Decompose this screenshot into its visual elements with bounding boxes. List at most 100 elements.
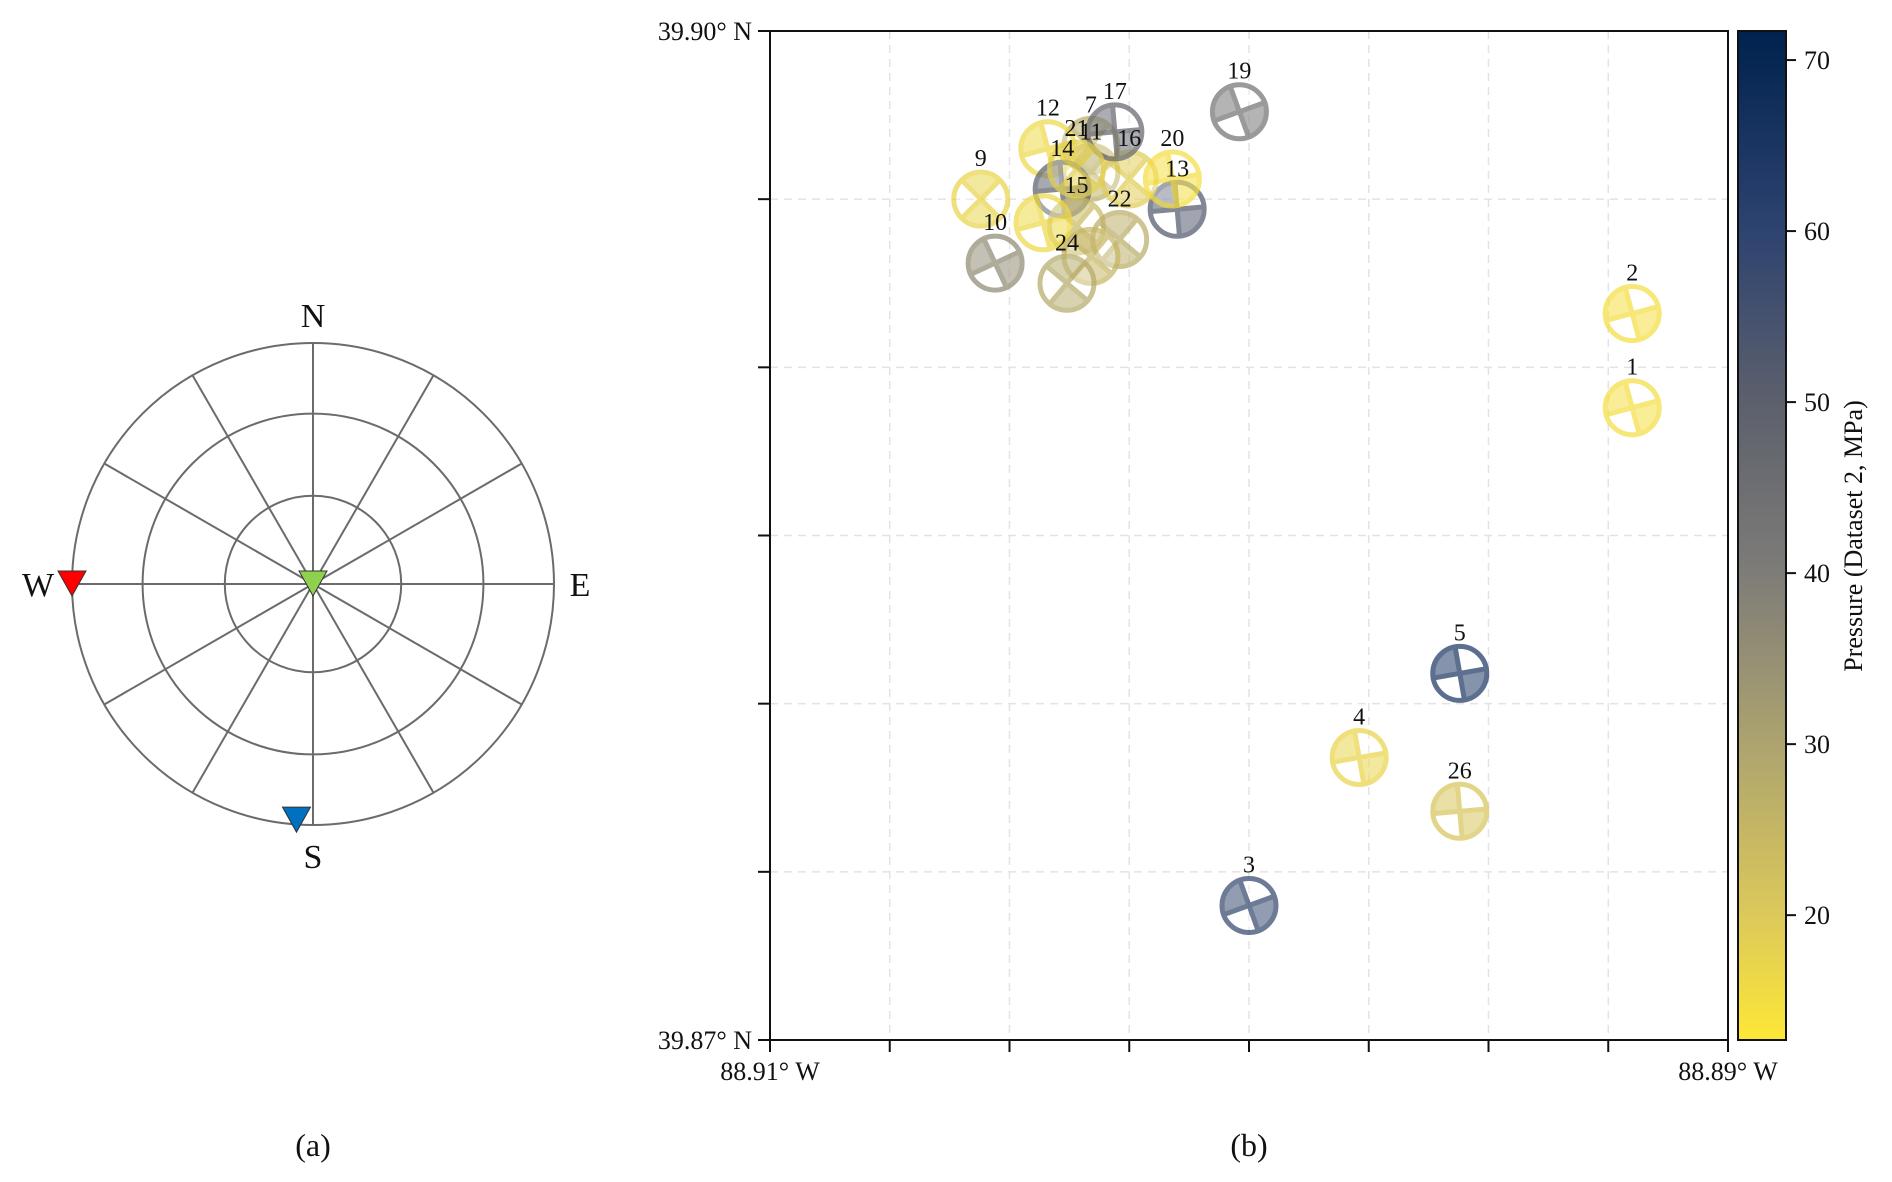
event-label: 26 [1448, 758, 1472, 784]
focal-mechanism-20 [1142, 149, 1202, 209]
compressional-quadrant [1432, 646, 1460, 679]
compressional-quadrant [1049, 283, 1088, 311]
y-tick-label: 39.87° N [658, 1026, 752, 1055]
nodal-plane [1165, 151, 1180, 207]
focal-mechanism-2 [1602, 284, 1662, 344]
compressional-quadrant [1177, 206, 1205, 237]
colorbar-tick-label: 60 [1804, 217, 1830, 246]
event-label: 11 [1079, 119, 1102, 145]
east-label: E [570, 567, 591, 604]
stereonet-points [57, 570, 328, 834]
colorbar-gradient [1737, 30, 1787, 1041]
focal-mechanism-5 [1430, 643, 1490, 703]
event-label: 14 [1050, 136, 1074, 162]
focal-mechanism-3 [1219, 875, 1279, 935]
nodal-plane [1033, 195, 1053, 250]
compressional-quadrant [1145, 152, 1173, 184]
compressional-quadrant [1172, 174, 1200, 206]
compressional-quadrant [1459, 808, 1487, 839]
compressional-quadrant [1459, 668, 1487, 700]
colorbar-tick-label: 40 [1804, 559, 1830, 588]
beachball-outline [965, 233, 1025, 293]
nodal-plane [1352, 730, 1367, 785]
y-tick-label: 39.90° N [658, 17, 752, 46]
event-label: 17 [1103, 79, 1127, 105]
focal-mechanism-1 [1602, 378, 1662, 438]
event-label: 19 [1227, 59, 1251, 85]
beachball-outline [1219, 875, 1279, 935]
compressional-quadrant [961, 199, 1000, 227]
event-label: 20 [1160, 126, 1184, 152]
event-label: 24 [1055, 230, 1079, 256]
focal-mechanism-24 [1037, 253, 1097, 313]
colorbar: 20 30 40 50 60 70 Pressure (Dataset 2, MPa) [1737, 30, 1868, 1041]
beachball-outline [1142, 149, 1202, 209]
focal-mechanism-18 [1013, 193, 1073, 253]
compressional-quadrant [1087, 105, 1115, 135]
event-label: 22 [1108, 187, 1132, 213]
north-label: N [301, 298, 326, 335]
nodal-plane [981, 237, 1009, 289]
event-label: 3 [1243, 852, 1255, 878]
nodal-plane [1454, 784, 1465, 839]
colorbar-ticks: 20 30 40 50 60 70 [1786, 46, 1830, 930]
beachball-outline [1430, 643, 1490, 703]
beachball-outline [1037, 253, 1097, 313]
panel-a-caption: (a) [295, 1127, 331, 1163]
event-label: 12 [1036, 96, 1060, 122]
beachball-outline [1602, 284, 1662, 344]
event-label: 13 [1165, 156, 1189, 182]
focal-mechanism-16 [1099, 149, 1159, 209]
event-label: 1 [1626, 355, 1638, 381]
nodal-plane [1452, 646, 1467, 701]
axis-green-marker [298, 570, 328, 598]
focal-mechanism-19 [1209, 82, 1269, 142]
axis-red-marker [57, 570, 87, 598]
stereonet-spoke [191, 583, 314, 794]
beachball-outline [1047, 139, 1107, 199]
event-label: 5 [1454, 620, 1466, 646]
panel-b-caption: (b) [1230, 1127, 1267, 1163]
event-label: 4 [1353, 704, 1365, 730]
compressional-quadrant [1114, 129, 1142, 159]
stereonet-spoke [103, 462, 314, 585]
nodal-plane [1047, 260, 1087, 306]
colorbar-tick-label: 70 [1804, 46, 1830, 75]
colorbar-tick-label: 20 [1804, 901, 1830, 930]
y-axis: 39.87° N 39.90° N [658, 17, 770, 1055]
event-label: 16 [1117, 126, 1141, 152]
focal-mechanism-9 [951, 169, 1011, 229]
event-label: 9 [975, 146, 987, 172]
compressional-quadrant [1046, 256, 1085, 284]
event-label: 21 [1065, 116, 1089, 142]
stereonet-spoke [103, 583, 314, 706]
colorbar-label: Pressure (Dataset 2, MPa) [1839, 400, 1868, 672]
nodal-plane [959, 178, 1002, 221]
compressional-quadrant [1111, 178, 1150, 206]
focal-mechanism-10 [965, 233, 1025, 293]
nodal-plane [1100, 217, 1139, 262]
colorbar-tick-label: 30 [1804, 730, 1830, 759]
axis-blue-marker [281, 806, 312, 834]
focal-mechanism-26 [1430, 781, 1490, 841]
nodal-plane [1057, 146, 1096, 192]
event-label: 10 [983, 210, 1007, 236]
focal-mechanism-4 [1329, 727, 1389, 787]
beachball-outline [1602, 378, 1662, 438]
event-label: 7 [1085, 92, 1097, 118]
beachball-outline [1209, 82, 1269, 142]
compressional-quadrant [961, 172, 1000, 200]
west-label: W [22, 567, 55, 604]
stereonet-grid [71, 342, 555, 826]
beachball-outline [951, 169, 1011, 229]
beachball-outline [1329, 727, 1389, 787]
nodal-plane [1237, 879, 1261, 932]
compressional-quadrant [1332, 730, 1360, 763]
compressional-quadrant [1059, 168, 1098, 196]
nodal-plane [1109, 156, 1149, 202]
stereonet-spoke [312, 583, 435, 794]
compressional-quadrant [1359, 752, 1387, 785]
event-label: 2 [1626, 261, 1638, 287]
